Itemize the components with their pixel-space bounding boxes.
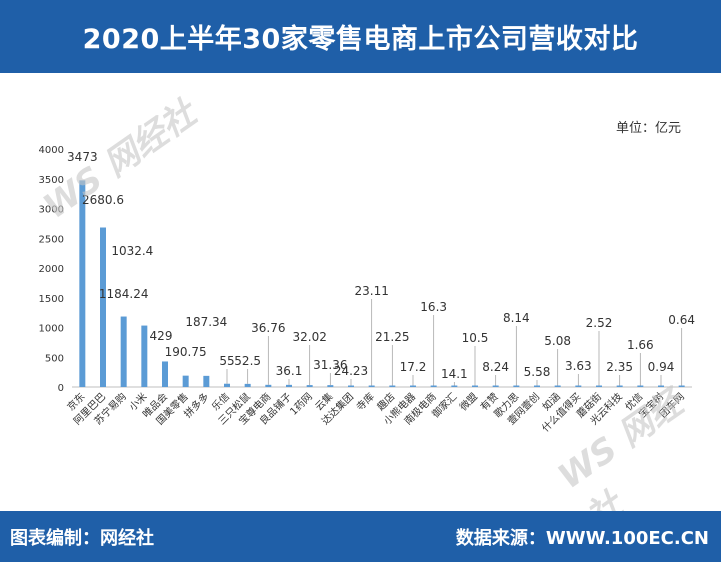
y-tick-label: 1000 xyxy=(39,324,64,335)
data-label: 55 xyxy=(219,354,234,368)
bar xyxy=(430,385,437,387)
bar xyxy=(554,385,561,387)
bar xyxy=(616,385,623,387)
data-label: 190.75 xyxy=(165,345,207,359)
data-label: 23.11 xyxy=(354,284,388,298)
data-label: 2.52 xyxy=(586,316,613,330)
data-label: 1032.4 xyxy=(111,244,153,258)
bar xyxy=(327,385,334,387)
data-label: 3.63 xyxy=(565,359,592,373)
unit-label: 单位：亿元 xyxy=(615,121,681,136)
x-tick-label: 微盟 xyxy=(457,390,480,413)
x-tick-label: 寺库 xyxy=(353,390,376,413)
bar xyxy=(389,385,396,387)
y-tick-label: 500 xyxy=(45,353,64,364)
y-tick-label: 1500 xyxy=(39,294,64,305)
bar xyxy=(637,385,644,387)
data-label: 17.2 xyxy=(400,360,427,374)
data-label: 24.23 xyxy=(334,364,368,378)
bar xyxy=(451,385,458,387)
bar xyxy=(658,385,664,387)
bar xyxy=(534,385,540,387)
bar xyxy=(678,385,685,387)
y-tick-label: 4000 xyxy=(39,145,64,156)
data-label: 21.25 xyxy=(375,330,409,344)
bar xyxy=(141,325,148,387)
bar xyxy=(79,180,86,387)
y-tick-label: 2500 xyxy=(39,234,64,245)
data-label: 0.94 xyxy=(648,360,675,374)
data-label: 3473 xyxy=(67,150,98,164)
data-label: 2680.6 xyxy=(82,193,124,207)
y-tick-label: 2000 xyxy=(39,264,64,275)
bar xyxy=(513,385,520,387)
data-label: 31.36 xyxy=(313,358,347,372)
data-label: 32.02 xyxy=(292,330,326,344)
chart-header: 2020上半年30家零售电商上市公司营收对比 xyxy=(0,0,721,73)
data-label: 36.76 xyxy=(251,321,285,335)
y-tick-label: 0 xyxy=(58,383,64,394)
bar xyxy=(224,383,230,387)
data-label: 5.58 xyxy=(524,365,551,379)
data-label: 52.5 xyxy=(234,354,261,368)
bar xyxy=(203,375,210,387)
bar xyxy=(162,361,168,387)
chart-title: 2020上半年30家零售电商上市公司营收对比 xyxy=(82,24,639,55)
data-label: 10.5 xyxy=(462,331,489,345)
chart-area: WS 网经社 WS 网经社 单位：亿元 0 500 1000 1500 2000 2500… xyxy=(0,73,721,538)
data-label: 2.35 xyxy=(606,360,633,374)
data-label: 36.1 xyxy=(276,364,303,378)
bar xyxy=(286,384,292,387)
bar xyxy=(472,385,478,387)
bar xyxy=(492,385,499,387)
footer-source: 数据来源：WWW.100EC.CN xyxy=(455,528,709,549)
bar xyxy=(306,385,313,387)
data-label: 1.66 xyxy=(627,338,654,352)
y-tick-label: 3000 xyxy=(39,205,64,216)
y-tick-label: 3500 xyxy=(39,175,64,186)
data-label: 1184.24 xyxy=(99,287,149,301)
footer-credit: 图表编制：网经社 xyxy=(10,528,154,549)
chart-footer: 图表编制：网经社 数据来源：WWW.100EC.CN xyxy=(0,511,721,562)
bar xyxy=(348,385,354,387)
data-label: 0.64 xyxy=(668,313,695,327)
data-label: 16.3 xyxy=(420,300,447,314)
bar xyxy=(100,227,106,387)
data-label: 187.34 xyxy=(185,315,227,329)
bar xyxy=(120,316,127,387)
bar xyxy=(182,375,189,387)
bar xyxy=(410,385,416,387)
bar xyxy=(244,383,251,387)
x-tick-label: 1药网 xyxy=(288,391,315,418)
data-label: 429 xyxy=(150,329,173,343)
data-label: 5.08 xyxy=(544,334,571,348)
data-label: 14.1 xyxy=(441,367,468,381)
bar xyxy=(575,385,582,387)
bar xyxy=(368,385,375,387)
data-label: 8.14 xyxy=(503,311,530,325)
bar xyxy=(265,384,272,387)
bar xyxy=(596,385,602,387)
data-label: 8.24 xyxy=(482,360,509,374)
